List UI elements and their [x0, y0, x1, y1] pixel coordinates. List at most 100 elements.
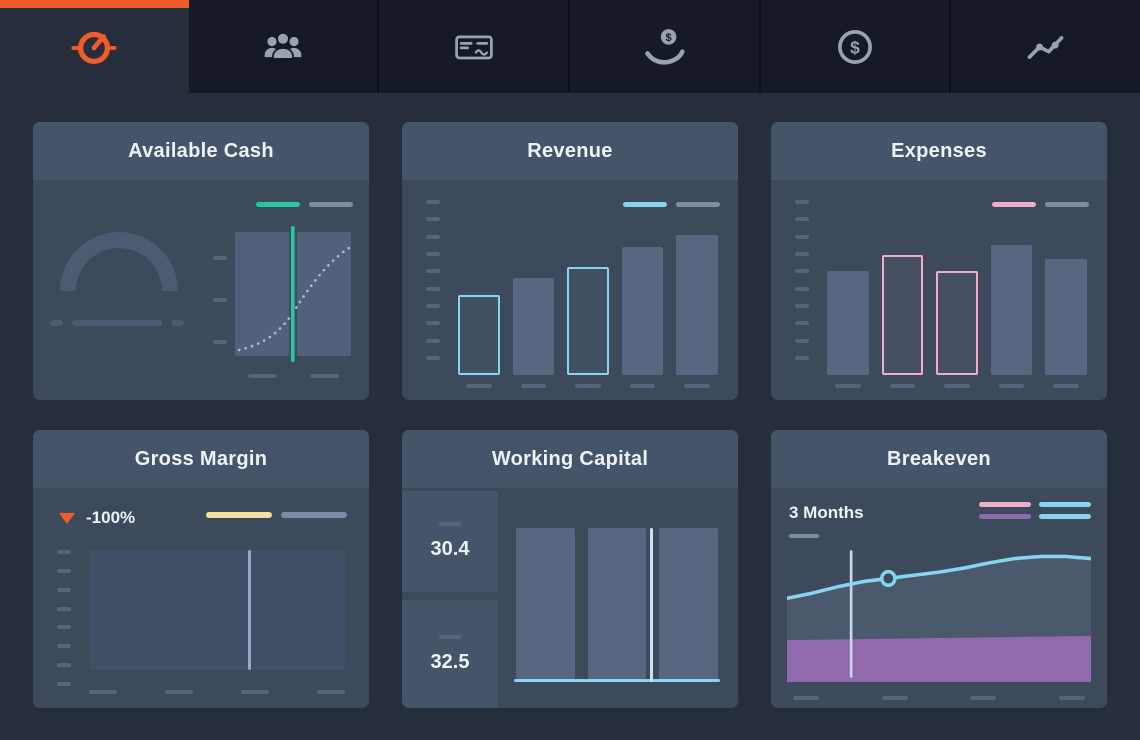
- revenue-bar-chart: [458, 204, 718, 388]
- stat-dash: [439, 522, 461, 526]
- tick-mark: [426, 303, 440, 308]
- gross-margin-plot: [89, 550, 345, 670]
- card-title-breakeven: Breakeven: [771, 430, 1107, 488]
- bar: [676, 234, 718, 375]
- revenue-legend: [623, 202, 720, 207]
- bar: [990, 245, 1033, 375]
- breakeven-vline: [849, 550, 853, 678]
- working-capital-vline: [649, 528, 653, 682]
- legend-dash-slate: [281, 512, 347, 518]
- tick-mark: [57, 587, 71, 592]
- bar: [458, 294, 500, 375]
- breakeven-period: 3 Months: [789, 503, 864, 522]
- axis-dash: [171, 320, 184, 326]
- gross-margin-legend: [206, 512, 347, 518]
- gross-margin-body: -100%: [33, 488, 369, 708]
- card-title-expenses: Expenses: [771, 122, 1107, 180]
- bar-column: [881, 204, 924, 388]
- users-icon: [264, 31, 302, 60]
- available-cash-body: [33, 180, 369, 400]
- bar-column: [512, 204, 555, 388]
- legend-dash-purple: [979, 514, 1031, 519]
- card-title-text: Available Cash: [128, 139, 274, 162]
- axis-dash: [970, 696, 997, 700]
- legend-dash-pink: [992, 202, 1036, 207]
- tab-stripe: [189, 0, 378, 8]
- working-capital-body: 30.4 32.5: [402, 488, 738, 708]
- tab-checks[interactable]: [379, 0, 571, 93]
- tick-mark: [57, 606, 71, 611]
- legend-dash-gray: [309, 202, 353, 207]
- hand-coin-icon: $: [645, 28, 685, 65]
- tab-trends[interactable]: [951, 0, 1140, 93]
- period-underline-dash: [789, 534, 819, 538]
- bar: [881, 255, 924, 375]
- stat-value-2: 32.5: [430, 650, 470, 673]
- tab-contacts[interactable]: [188, 0, 380, 93]
- bar-column: [676, 204, 718, 388]
- axis-dash: [944, 384, 970, 388]
- bar-column: [990, 204, 1033, 388]
- card-title-text: Working Capital: [491, 447, 649, 470]
- y-axis-ticks: [213, 256, 233, 344]
- axis-dash: [50, 320, 63, 326]
- y-axis-ticks: [426, 200, 440, 360]
- card-gross-margin: Gross Margin -100%: [33, 430, 369, 708]
- tick-mark: [795, 251, 809, 256]
- axis-dash: [165, 690, 193, 694]
- cash-gauge-axis: [50, 320, 184, 326]
- bar-column: [516, 528, 575, 679]
- axis-dash: [889, 384, 916, 388]
- tab-cash[interactable]: $: [760, 0, 952, 93]
- bar-column: [659, 528, 719, 679]
- breakeven-legend: [979, 502, 1091, 519]
- tick-mark: [57, 568, 71, 573]
- tick-mark: [426, 338, 440, 343]
- stat-box-2: 32.5: [402, 600, 498, 708]
- card-title-text: Revenue: [527, 139, 613, 162]
- tick-mark: [57, 644, 71, 649]
- tick-mark: [795, 286, 809, 291]
- active-tab-indicator: [0, 0, 189, 8]
- axis-dash: [241, 690, 269, 694]
- axis-dash: [793, 696, 819, 700]
- tabbar: $ $: [0, 0, 1140, 93]
- x-axis-ticks: [89, 690, 345, 694]
- tick-mark: [426, 217, 440, 222]
- card-revenue: Revenue: [402, 122, 738, 400]
- speedometer-icon: [71, 31, 117, 64]
- card-available-cash: Available Cash: [33, 122, 369, 400]
- card-title-text: Expenses: [891, 139, 987, 162]
- bar: [621, 246, 664, 375]
- card-grid: Available Cash: [0, 93, 1140, 708]
- axis-dash: [1053, 384, 1080, 388]
- tab-income[interactable]: $: [570, 0, 761, 93]
- breakeven-plot: [787, 546, 1091, 682]
- card-working-capital: Working Capital 30.4 32.5: [402, 430, 738, 708]
- legend-dash-yellow: [206, 512, 272, 518]
- svg-text:$: $: [666, 32, 672, 44]
- axis-dash: [1058, 696, 1085, 700]
- tick-mark: [795, 269, 809, 274]
- bar-column: [827, 204, 869, 388]
- bar: [567, 267, 609, 375]
- tab-dashboard[interactable]: [0, 0, 189, 93]
- tick-mark: [57, 550, 71, 554]
- tick-mark: [795, 338, 809, 343]
- svg-text:$: $: [850, 37, 860, 57]
- tick-mark: [426, 286, 440, 291]
- expenses-body: [771, 180, 1107, 400]
- tick-mark: [795, 303, 809, 308]
- tick-mark: [795, 355, 809, 360]
- bar-column: [587, 528, 647, 679]
- tick-mark: [213, 256, 227, 260]
- breakeven-body: 3 Months: [771, 488, 1107, 708]
- tab-stripe: [951, 0, 1140, 8]
- axis-dash: [684, 384, 711, 388]
- y-axis-ticks: [795, 200, 809, 360]
- tab-stripe: [761, 0, 950, 8]
- legend-dash-blue: [1039, 502, 1091, 507]
- gross-margin-kpi: -100%: [59, 508, 135, 528]
- tick-mark: [795, 234, 809, 239]
